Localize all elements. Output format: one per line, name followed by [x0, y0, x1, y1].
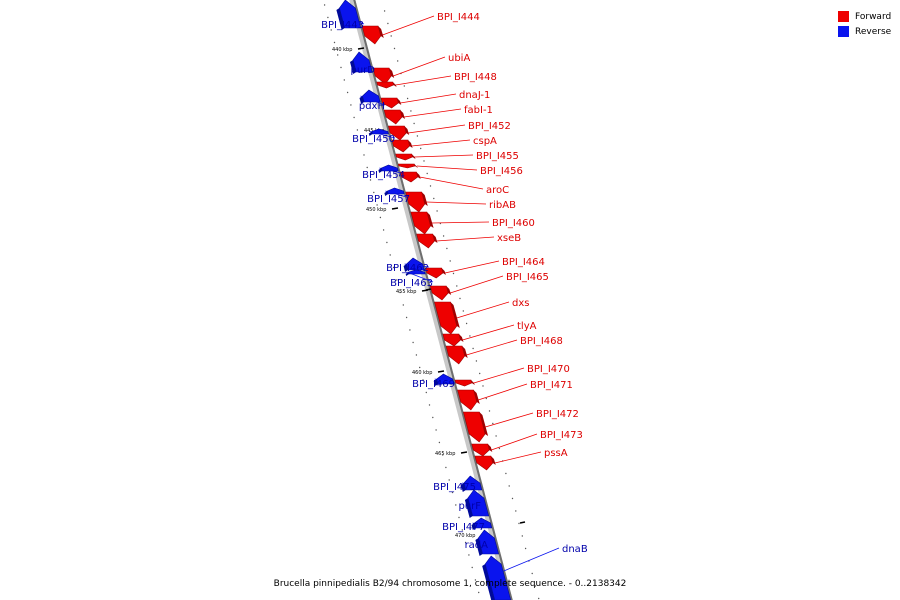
gene-feature-dxs	[434, 301, 460, 335]
gene-feature-bpi_i452	[388, 125, 410, 141]
gene-labels: BPI_I443 BPI_I444 purD ubiA BPI_I448 pdxH dnaJ…	[321, 12, 588, 555]
scale-label: 440 kbp	[332, 47, 352, 53]
gene-feature-cspa	[391, 139, 413, 153]
gene-label-bpi_i473[interactable]: BPI_I473	[540, 430, 583, 441]
gene-feature-bpi_i463	[405, 269, 426, 276]
legend-forward-label: Forward	[855, 11, 892, 22]
gene-feature-bpi_i450	[368, 128, 389, 136]
reverse-swatch	[838, 26, 849, 37]
gene-label-bpi_i468[interactable]: BPI_I468	[520, 336, 563, 347]
gene-label-purf[interactable]: purF	[458, 501, 481, 512]
gene-label-ribab[interactable]: ribAB	[489, 200, 516, 211]
gene-feature-bpi_i444	[361, 25, 384, 45]
gene-feature-bpi_i470	[454, 379, 475, 387]
gene-feature-xseb	[416, 233, 438, 249]
gene-feature-bpi_i454	[378, 164, 399, 173]
gene-label-bpi_i477[interactable]: BPI_I477	[442, 522, 485, 533]
gene-label-tlya[interactable]: tlyA	[517, 321, 537, 332]
gene-label-bpi_i444[interactable]: BPI_I444	[437, 12, 480, 23]
gene-label-pdxh[interactable]: pdxH	[359, 101, 385, 112]
gene-feature-purd	[350, 51, 373, 74]
gene-feature-bpi_i465	[429, 285, 452, 301]
gene-label-dnab[interactable]: dnaB	[562, 544, 588, 555]
gene-label-bpi_i448[interactable]: BPI_I448	[454, 72, 497, 83]
gene-label-cspa[interactable]: cspA	[473, 136, 497, 147]
gene-feature-pdxh	[359, 89, 381, 104]
gene-label-bpi_i443[interactable]: BPI_I443	[321, 20, 364, 31]
legend: Forward Reverse	[838, 9, 891, 39]
gene-feature-pssa	[474, 455, 496, 471]
gene-feature-bpi_i469	[433, 373, 455, 386]
gene-label-dnaj-1[interactable]: dnaJ-1	[459, 90, 490, 101]
gene-label-purd[interactable]: purD	[351, 65, 376, 76]
legend-forward: Forward	[838, 9, 891, 24]
map-caption: Brucella pinnipedialis B2/94 chromosome …	[273, 579, 627, 589]
gene-feature-ribab	[405, 191, 428, 213]
legend-reverse-label: Reverse	[855, 26, 892, 37]
forward-swatch	[838, 11, 849, 22]
scale-label: 470 kbp	[455, 533, 475, 539]
gene-label-bpi_i455[interactable]: BPI_I455	[476, 151, 519, 162]
gene-label-bpi_i465[interactable]: BPI_I465	[506, 272, 549, 283]
scale-label: 460 kbp	[412, 370, 432, 376]
gene-feature-bpi_i448	[376, 81, 397, 89]
gene-feature-bpi_i471	[457, 389, 480, 411]
gene-feature-aroc	[400, 171, 421, 183]
gene-feature-bpi_i472	[463, 411, 489, 443]
gene-feature-bpi_i473	[471, 443, 493, 457]
gene-feature-ubia	[372, 67, 395, 85]
gene-label-bpi_i471[interactable]: BPI_I471	[530, 380, 573, 391]
gene-feature-bpi_i468	[445, 345, 468, 365]
gene-feature-purf	[464, 489, 490, 518]
gene-feature-tlya	[442, 333, 464, 347]
gene-label-bpi_i469[interactable]: BPI_I469	[412, 379, 455, 390]
gene-feature-rada	[475, 529, 499, 556]
gene-feature-dnab	[482, 555, 512, 600]
gene-label-bpi_i460[interactable]: BPI_I460	[492, 218, 535, 229]
gene-label-xseb[interactable]: xseB	[497, 233, 521, 244]
gene-label-bpi_i456[interactable]: BPI_I456	[480, 166, 523, 177]
gene-label-bpi_i462[interactable]: BPI_I462	[386, 263, 429, 274]
gene-feature-bpi_i456	[397, 163, 418, 169]
gene-label-bpi_i463[interactable]: BPI_I463	[390, 278, 433, 289]
gene-label-bpi_i454[interactable]: BPI_I454	[362, 170, 405, 181]
gene-label-bpi_i475[interactable]: BPI_I475	[433, 482, 476, 493]
scale-label: 465 kbp	[435, 451, 455, 457]
gene-label-bpi_i450[interactable]: BPI_I450	[352, 134, 395, 145]
scale-label: 455 kbp	[396, 289, 416, 295]
gene-label-dxs[interactable]: dxs	[512, 298, 529, 309]
gene-label-bpi_i470[interactable]: BPI_I470	[527, 364, 570, 375]
gene-feature-bpi_i457	[384, 187, 405, 196]
legend-reverse: Reverse	[838, 24, 891, 39]
gene-label-bpi_i464[interactable]: BPI_I464	[502, 257, 545, 268]
gene-label-rada[interactable]: radA	[465, 540, 489, 551]
gene-feature-bpi_i443	[336, 0, 362, 30]
gene-feature-bpi_i460	[410, 211, 434, 235]
gene-label-bpi_i452[interactable]: BPI_I452	[468, 121, 511, 132]
gene-label-pssa[interactable]: pssA	[544, 448, 568, 459]
gene-feature-bpi_i462	[403, 257, 425, 272]
gene-feature-bpi_i455	[395, 153, 416, 161]
gene-feature-fabi-1	[383, 109, 405, 125]
gene-label-bpi_i472[interactable]: BPI_I472	[536, 409, 579, 420]
gene-feature-dnaj-1	[380, 97, 402, 109]
gene-label-aroc[interactable]: aroC	[486, 185, 509, 196]
gene-label-fabi-1[interactable]: fabI-1	[464, 105, 493, 116]
gene-label-bpi_i457[interactable]: BPI_I457	[367, 194, 410, 205]
gene-feature-bpi_i477	[471, 517, 493, 530]
gene-label-ubia[interactable]: ubiA	[448, 53, 470, 64]
scale-label: 450 kbp	[366, 207, 386, 213]
gene-feature-bpi_i464	[425, 267, 446, 279]
gene-features	[336, 0, 512, 600]
